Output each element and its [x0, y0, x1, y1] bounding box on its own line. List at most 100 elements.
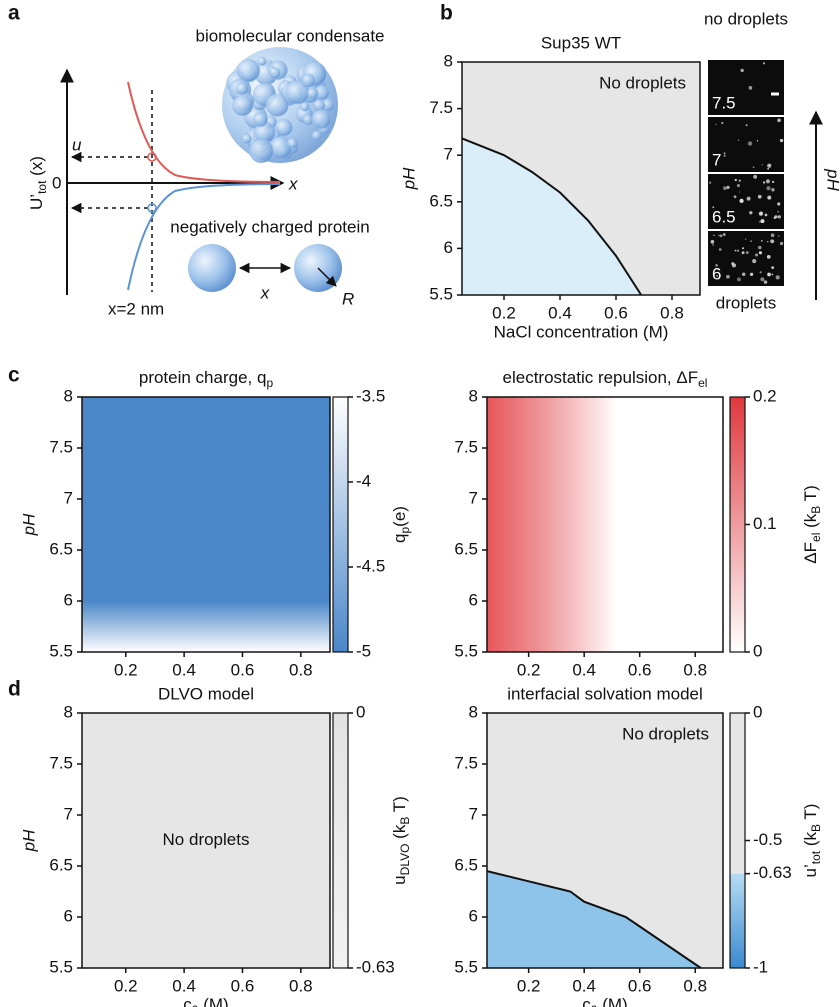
micrograph-label: 7.5	[712, 93, 736, 112]
sub-droplet	[287, 137, 298, 149]
plot-frame	[461, 61, 701, 296]
colorbar-tick-label: 0	[753, 641, 762, 660]
plot-frame	[486, 396, 724, 653]
subscript: tot	[35, 180, 49, 194]
speckle	[716, 274, 719, 277]
speckle	[712, 206, 715, 209]
y-tick-label: 6.5	[454, 855, 478, 874]
speckle	[718, 248, 722, 251]
annotation: No droplets	[599, 73, 686, 92]
speckle	[749, 211, 753, 215]
text-part: (M)	[198, 995, 228, 1007]
speckle	[767, 272, 771, 277]
speckle	[766, 254, 771, 259]
colorbar-label: uDLVO (kB T)	[390, 796, 412, 885]
speckle	[756, 140, 759, 142]
text-part: u	[390, 875, 409, 884]
x-label: x	[288, 174, 298, 193]
condensate-label: biomolecular condensate	[195, 26, 384, 45]
speckle	[712, 243, 714, 246]
y-tick-label: 8	[444, 51, 453, 70]
y-tick-label: 5.5	[49, 957, 73, 976]
x-tick-label: 0.8	[289, 660, 313, 679]
x-tick-label: 0.8	[683, 660, 707, 679]
speckle	[777, 118, 781, 123]
speckle	[759, 211, 763, 215]
speckle	[719, 234, 723, 238]
colorbar-tick-label: -0.5	[753, 830, 782, 849]
y-tick-label: 6	[469, 590, 478, 609]
speckle	[767, 241, 769, 243]
speckle	[779, 241, 784, 246]
speckle	[765, 179, 771, 184]
text-part: (k	[390, 824, 409, 843]
speckle	[732, 263, 737, 268]
speckle	[778, 235, 780, 237]
x-tick-label: 0.2	[517, 660, 541, 679]
speckle	[748, 86, 753, 90]
region-fill	[82, 713, 330, 968]
x-tick-label: 0.2	[114, 976, 138, 995]
y-tick-label: 7	[469, 804, 478, 823]
subscript: tot	[809, 850, 823, 864]
colorbar-label: u’tot (kB T)	[801, 804, 823, 878]
micrograph-label: 6	[712, 264, 721, 283]
y-axis-label: pH	[19, 513, 38, 536]
speckle	[762, 181, 766, 184]
heatmap	[487, 397, 723, 652]
speckle	[718, 235, 720, 237]
x-axis-label: NaCl concentration (M)	[494, 322, 669, 341]
chart-title: electrostatic repulsion, ΔFel	[503, 368, 708, 390]
speckle	[770, 233, 775, 238]
sub-droplet	[257, 56, 267, 66]
x-tick-label: 0.2	[492, 303, 516, 322]
text-part: U’	[27, 194, 46, 210]
subscript: 0	[591, 1003, 598, 1007]
text-part: c	[183, 995, 192, 1007]
colorbar-label: ΔFel (kB T)	[801, 485, 823, 563]
x-tick-label: 0.4	[172, 660, 196, 679]
sub-droplet	[241, 133, 252, 144]
y-tick-label: 7	[64, 488, 73, 507]
speckle	[713, 234, 715, 237]
y-tick-label: 7	[64, 804, 73, 823]
panel-label: d	[8, 678, 21, 701]
heatmap	[82, 397, 330, 652]
speckle	[771, 188, 775, 192]
speckle	[779, 138, 784, 143]
speckle	[766, 186, 771, 191]
micrograph-title: no droplets	[704, 9, 788, 28]
sub-droplet	[265, 93, 289, 117]
speckle	[752, 259, 757, 264]
speckle	[772, 180, 775, 184]
speckle	[773, 216, 776, 220]
speckle	[760, 219, 765, 224]
subscript: DLVO	[398, 844, 412, 876]
marker	[147, 152, 157, 162]
speckle	[759, 271, 762, 274]
colorbar-tick-label: 0	[753, 702, 762, 721]
y-axis-label: pH	[19, 829, 38, 852]
speckle	[741, 272, 746, 276]
speckle	[744, 238, 747, 240]
subscript: 0	[192, 1003, 199, 1007]
zero-label: 0	[52, 173, 61, 192]
speckle	[758, 245, 762, 250]
y-tick-label: 8	[64, 702, 73, 721]
micrograph	[708, 117, 784, 172]
colorbar-frame	[332, 396, 349, 653]
chart-title: protein charge, qp	[139, 368, 274, 390]
speckle	[746, 196, 751, 201]
x-axis-label: c0 (M)	[183, 995, 228, 1007]
speckle	[721, 121, 724, 125]
text-part: (M)	[597, 995, 627, 1007]
speckle	[741, 251, 745, 255]
x-tick-label: 0.8	[660, 303, 684, 322]
speckle	[722, 233, 726, 236]
sub-droplet	[253, 111, 269, 127]
y-tick-label: 6	[444, 238, 453, 257]
marker	[147, 203, 157, 213]
colorbar-frame	[332, 712, 349, 969]
chart-title: Sup35 WT	[541, 33, 621, 52]
